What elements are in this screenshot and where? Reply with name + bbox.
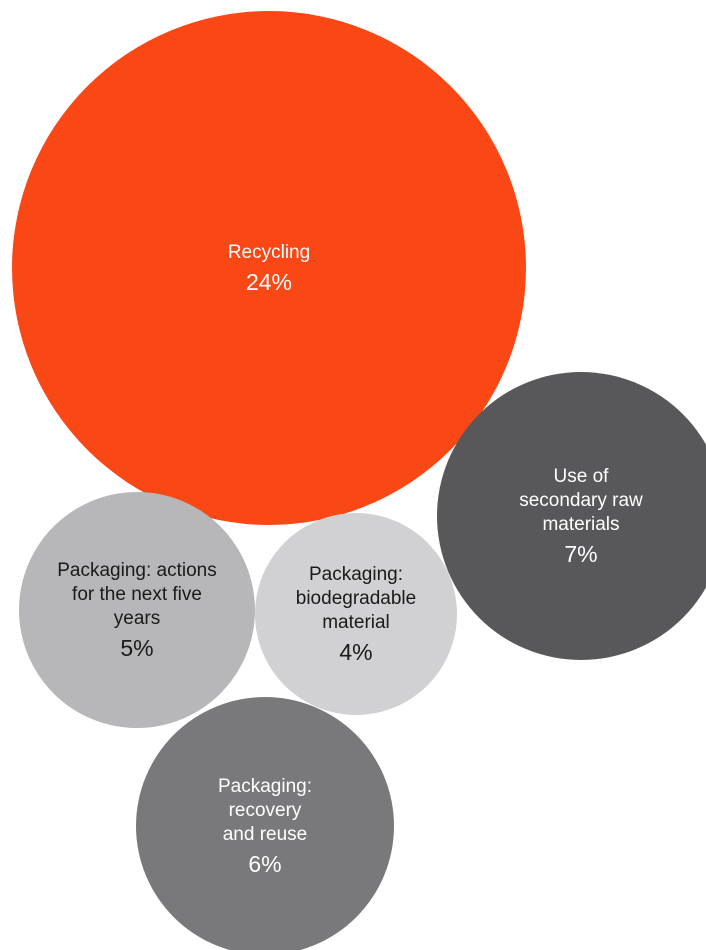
bubble-value-label: 7% xyxy=(564,541,597,567)
bubble-value-label: 24% xyxy=(246,269,292,295)
bubble-name-line: Packaging: xyxy=(218,776,312,797)
bubble-name-line: for the next five xyxy=(72,584,202,605)
bubble-name-line: Use of xyxy=(554,466,610,487)
bubble-value-label: 5% xyxy=(120,635,153,661)
bubble-name-line: years xyxy=(114,608,160,629)
bubble-3: Packaging: biodegradable material 4% xyxy=(255,513,457,715)
bubble-name-line: Packaging: xyxy=(309,564,403,585)
bubble-name-line: recovery xyxy=(229,800,302,821)
bubble-name-line: Packaging: actions xyxy=(57,560,217,581)
bubble-value-label: 4% xyxy=(339,639,372,665)
bubble-value-label: 6% xyxy=(248,851,281,877)
bubble-4: Packaging: recovery and reuse 6% xyxy=(136,697,394,950)
bubble-name-line: material xyxy=(322,612,390,633)
bubble-2: Packaging: actions for the next five years… xyxy=(19,492,255,728)
bubble-circle-0 xyxy=(12,11,526,525)
bubble-name-line: biodegradable xyxy=(296,588,416,609)
bubble-0: Recycling 24% xyxy=(12,11,526,525)
bubble-name-line: Recycling xyxy=(228,242,310,263)
bubble-name-line: and reuse xyxy=(223,824,308,845)
bubble-name-line: materials xyxy=(542,514,619,535)
bubble-name-line: secondary raw xyxy=(519,490,643,511)
